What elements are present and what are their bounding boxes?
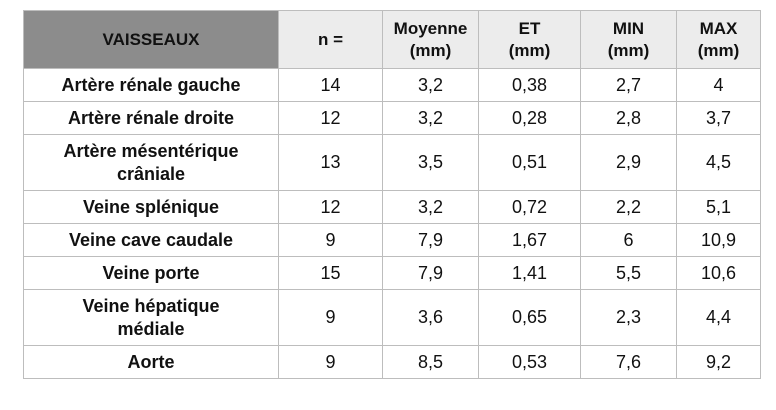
- moyenne-cell: 3,2: [382, 101, 479, 135]
- header-max-label: MAX: [699, 18, 738, 38]
- min-cell: 6: [580, 223, 677, 257]
- max-cell: 3,7: [676, 101, 761, 135]
- vessel-name-cell: Artère rénale gauche: [23, 68, 279, 102]
- n-cell: 9: [278, 223, 383, 257]
- header-row: VAISSEAUX n = Moyenne (mm) ET (mm) MIN (mm)…: [23, 10, 761, 69]
- max-cell: 4,5: [676, 134, 761, 191]
- max-cell: 4: [676, 68, 761, 102]
- vessel-name: Artère rénale droite: [67, 107, 235, 128]
- et-cell: 1,41: [478, 256, 581, 290]
- min-cell: 5,5: [580, 256, 677, 290]
- header-moyenne-unit: (mm): [409, 40, 452, 60]
- moyenne-cell: 3,6: [382, 289, 479, 346]
- header-max-unit: (mm): [697, 40, 740, 60]
- vessel-name-cell: Veine porte: [23, 256, 279, 290]
- table-body: Artère rénale gauche 14 3,2 0,38 2,7 4 A…: [23, 68, 761, 379]
- vessel-name-cell: Artère mésentérique crâniale: [23, 134, 279, 191]
- min-cell: 2,2: [580, 190, 677, 224]
- table-row: Artère rénale gauche 14 3,2 0,38 2,7 4: [23, 68, 761, 102]
- vessel-name: Veine hépatique: [82, 295, 220, 316]
- header-et: ET (mm): [478, 10, 581, 69]
- table-row: Veine cave caudale 9 7,9 1,67 6 10,9: [23, 223, 761, 257]
- moyenne-cell: 7,9: [382, 223, 479, 257]
- header-moyenne-label: Moyenne: [393, 18, 468, 38]
- table-row: Veine porte 15 7,9 1,41 5,5 10,6: [23, 256, 761, 290]
- header-min-label: MIN: [612, 18, 645, 38]
- vessel-measurements-table-container: VAISSEAUX n = Moyenne (mm) ET (mm) MIN (mm)…: [23, 10, 761, 379]
- max-cell: 10,6: [676, 256, 761, 290]
- table-row: Artère rénale droite 12 3,2 0,28 2,8 3,7: [23, 101, 761, 135]
- n-cell: 13: [278, 134, 383, 191]
- n-cell: 9: [278, 345, 383, 379]
- vessel-name: Aorte: [127, 351, 175, 372]
- vessel-measurements-table: VAISSEAUX n = Moyenne (mm) ET (mm) MIN (mm)…: [23, 10, 761, 379]
- min-cell: 2,8: [580, 101, 677, 135]
- table-row: Veine splénique 12 3,2 0,72 2,2 5,1: [23, 190, 761, 224]
- header-vaisseaux: VAISSEAUX: [23, 10, 279, 69]
- et-cell: 1,67: [478, 223, 581, 257]
- vessel-name-cell: Veine splénique: [23, 190, 279, 224]
- vessel-name-continued: crâniale: [116, 163, 186, 184]
- table-row: Veine hépatique médiale 9 3,6 0,65 2,3 4,…: [23, 289, 761, 346]
- vessel-name: Veine splénique: [82, 196, 220, 217]
- vessel-name-cell: Aorte: [23, 345, 279, 379]
- vessel-name: Artère mésentérique: [63, 140, 239, 161]
- header-moyenne: Moyenne (mm): [382, 10, 479, 69]
- et-cell: 0,38: [478, 68, 581, 102]
- max-cell: 10,9: [676, 223, 761, 257]
- max-cell: 9,2: [676, 345, 761, 379]
- header-max: MAX (mm): [676, 10, 761, 69]
- table-header: VAISSEAUX n = Moyenne (mm) ET (mm) MIN (mm)…: [23, 10, 761, 69]
- header-et-unit: (mm): [508, 40, 551, 60]
- et-cell: 0,72: [478, 190, 581, 224]
- vessel-name: Veine cave caudale: [68, 229, 234, 250]
- moyenne-cell: 3,2: [382, 68, 479, 102]
- header-min: MIN (mm): [580, 10, 677, 69]
- max-cell: 5,1: [676, 190, 761, 224]
- min-cell: 2,3: [580, 289, 677, 346]
- moyenne-cell: 8,5: [382, 345, 479, 379]
- n-cell: 15: [278, 256, 383, 290]
- table-row: Aorte 9 8,5 0,53 7,6 9,2: [23, 345, 761, 379]
- moyenne-cell: 3,2: [382, 190, 479, 224]
- min-cell: 2,9: [580, 134, 677, 191]
- vessel-name: Veine porte: [102, 262, 200, 283]
- vessel-name-cell: Artère rénale droite: [23, 101, 279, 135]
- header-vaisseaux-label: VAISSEAUX: [102, 29, 200, 49]
- vessel-name-cell: Veine cave caudale: [23, 223, 279, 257]
- min-cell: 2,7: [580, 68, 677, 102]
- table-row: Artère mésentérique crâniale 13 3,5 0,51 …: [23, 134, 761, 191]
- min-cell: 7,6: [580, 345, 677, 379]
- et-cell: 0,65: [478, 289, 581, 346]
- n-cell: 12: [278, 101, 383, 135]
- moyenne-cell: 7,9: [382, 256, 479, 290]
- vessel-name-cell: Veine hépatique médiale: [23, 289, 279, 346]
- n-cell: 14: [278, 68, 383, 102]
- et-cell: 0,53: [478, 345, 581, 379]
- vessel-name-continued: médiale: [117, 318, 185, 339]
- et-cell: 0,51: [478, 134, 581, 191]
- vessel-name: Artère rénale gauche: [61, 74, 241, 95]
- moyenne-cell: 3,5: [382, 134, 479, 191]
- max-cell: 4,4: [676, 289, 761, 346]
- et-cell: 0,28: [478, 101, 581, 135]
- header-et-label: ET: [518, 18, 541, 38]
- header-n-label: n =: [317, 29, 344, 49]
- n-cell: 9: [278, 289, 383, 346]
- n-cell: 12: [278, 190, 383, 224]
- header-n: n =: [278, 10, 383, 69]
- header-min-unit: (mm): [607, 40, 650, 60]
